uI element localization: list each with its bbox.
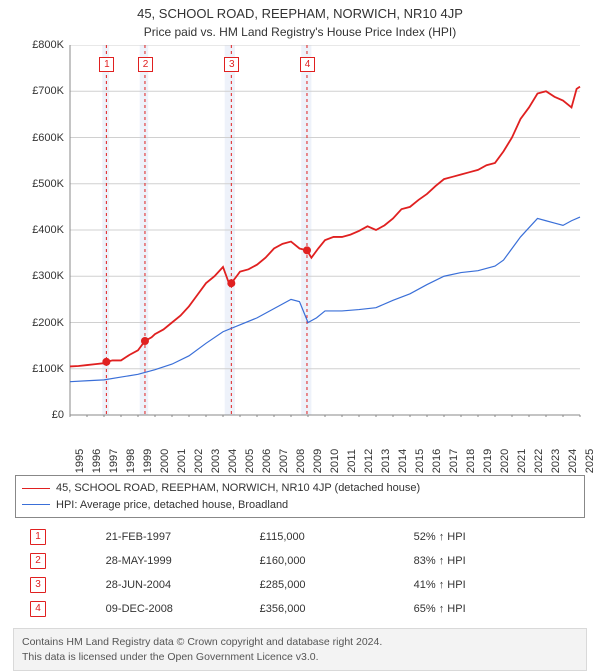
sale-marker: 1 bbox=[99, 57, 114, 72]
x-axis-label: 1997 bbox=[108, 449, 120, 473]
x-axis-label: 2012 bbox=[363, 449, 375, 473]
x-axis-label: 2015 bbox=[414, 449, 426, 473]
x-axis-label: 2017 bbox=[448, 449, 460, 473]
transaction-marker: 3 bbox=[30, 577, 46, 593]
transaction-price: £356,000 bbox=[254, 598, 406, 620]
x-axis-label: 2010 bbox=[329, 449, 341, 473]
legend-row: HPI: Average price, detached house, Broa… bbox=[22, 497, 578, 514]
footer-line-2: This data is licensed under the Open Gov… bbox=[22, 650, 578, 665]
table-row: 2 28-MAY-1999£160,00083% ↑ HPI bbox=[24, 550, 576, 572]
x-axis-labels: 1995199619971998199920002001200220032004… bbox=[20, 425, 580, 469]
transaction-date: 28-MAY-1999 bbox=[100, 550, 252, 572]
page-title: 45, SCHOOL ROAD, REEPHAM, NORWICH, NR10 … bbox=[0, 6, 600, 21]
x-axis-label: 2003 bbox=[210, 449, 222, 473]
sale-marker: 2 bbox=[138, 57, 153, 72]
x-axis-label: 1996 bbox=[91, 449, 103, 473]
legend-label: HPI: Average price, detached house, Broa… bbox=[56, 497, 288, 514]
legend-swatch bbox=[22, 488, 50, 489]
x-axis-label: 2013 bbox=[380, 449, 392, 473]
sale-marker: 4 bbox=[300, 57, 315, 72]
x-axis-label: 2006 bbox=[261, 449, 273, 473]
x-axis-label: 2016 bbox=[431, 449, 443, 473]
legend-swatch bbox=[22, 504, 50, 505]
transaction-price: £160,000 bbox=[254, 550, 406, 572]
transaction-hpi: 83% ↑ HPI bbox=[408, 550, 576, 572]
transaction-date: 21-FEB-1997 bbox=[100, 526, 252, 548]
transaction-hpi: 52% ↑ HPI bbox=[408, 526, 576, 548]
x-axis-label: 2023 bbox=[550, 449, 562, 473]
x-axis-label: 2018 bbox=[465, 449, 477, 473]
transaction-marker: 4 bbox=[30, 601, 46, 617]
x-axis-label: 2008 bbox=[295, 449, 307, 473]
x-axis-label: 2020 bbox=[499, 449, 511, 473]
x-axis-label: 1998 bbox=[125, 449, 137, 473]
x-axis-label: 2014 bbox=[397, 449, 409, 473]
footer-note: Contains HM Land Registry data © Crown c… bbox=[13, 628, 587, 671]
x-axis-label: 2021 bbox=[516, 449, 528, 473]
table-row: 1 21-FEB-1997£115,00052% ↑ HPI bbox=[24, 526, 576, 548]
x-axis-label: 2002 bbox=[193, 449, 205, 473]
x-axis-label: 2025 bbox=[584, 449, 596, 473]
legend-row: 45, SCHOOL ROAD, REEPHAM, NORWICH, NR10 … bbox=[22, 480, 578, 497]
price-chart: £0£100K£200K£300K£400K£500K£600K£700K£80… bbox=[20, 45, 580, 425]
x-axis-label: 2024 bbox=[567, 449, 579, 473]
page-subtitle: Price paid vs. HM Land Registry's House … bbox=[0, 25, 600, 39]
x-axis-label: 2011 bbox=[346, 449, 358, 473]
x-axis-label: 2000 bbox=[159, 449, 171, 473]
x-axis-label: 2005 bbox=[244, 449, 256, 473]
transaction-price: £115,000 bbox=[254, 526, 406, 548]
x-axis-label: 1995 bbox=[74, 449, 86, 473]
x-axis-label: 2009 bbox=[312, 449, 324, 473]
transaction-marker: 2 bbox=[30, 553, 46, 569]
transaction-hpi: 41% ↑ HPI bbox=[408, 574, 576, 596]
transactions-table: 1 21-FEB-1997£115,00052% ↑ HPI 2 28-MAY-199… bbox=[22, 524, 578, 622]
transaction-hpi: 65% ↑ HPI bbox=[408, 598, 576, 620]
transaction-marker: 1 bbox=[30, 529, 46, 545]
x-axis-label: 2022 bbox=[533, 449, 545, 473]
transaction-date: 09-DEC-2008 bbox=[100, 598, 252, 620]
x-axis-label: 2001 bbox=[176, 449, 188, 473]
sale-marker: 3 bbox=[224, 57, 239, 72]
legend-label: 45, SCHOOL ROAD, REEPHAM, NORWICH, NR10 … bbox=[56, 480, 420, 497]
x-axis-label: 2007 bbox=[278, 449, 290, 473]
x-axis-label: 1999 bbox=[142, 449, 154, 473]
chart-svg bbox=[20, 45, 582, 417]
transaction-date: 28-JUN-2004 bbox=[100, 574, 252, 596]
x-axis-label: 2004 bbox=[227, 449, 239, 473]
chart-legend: 45, SCHOOL ROAD, REEPHAM, NORWICH, NR10 … bbox=[15, 475, 585, 518]
transaction-price: £285,000 bbox=[254, 574, 406, 596]
table-row: 3 28-JUN-2004£285,00041% ↑ HPI bbox=[24, 574, 576, 596]
footer-line-1: Contains HM Land Registry data © Crown c… bbox=[22, 635, 578, 650]
table-row: 4 09-DEC-2008£356,00065% ↑ HPI bbox=[24, 598, 576, 620]
x-axis-label: 2019 bbox=[482, 449, 494, 473]
